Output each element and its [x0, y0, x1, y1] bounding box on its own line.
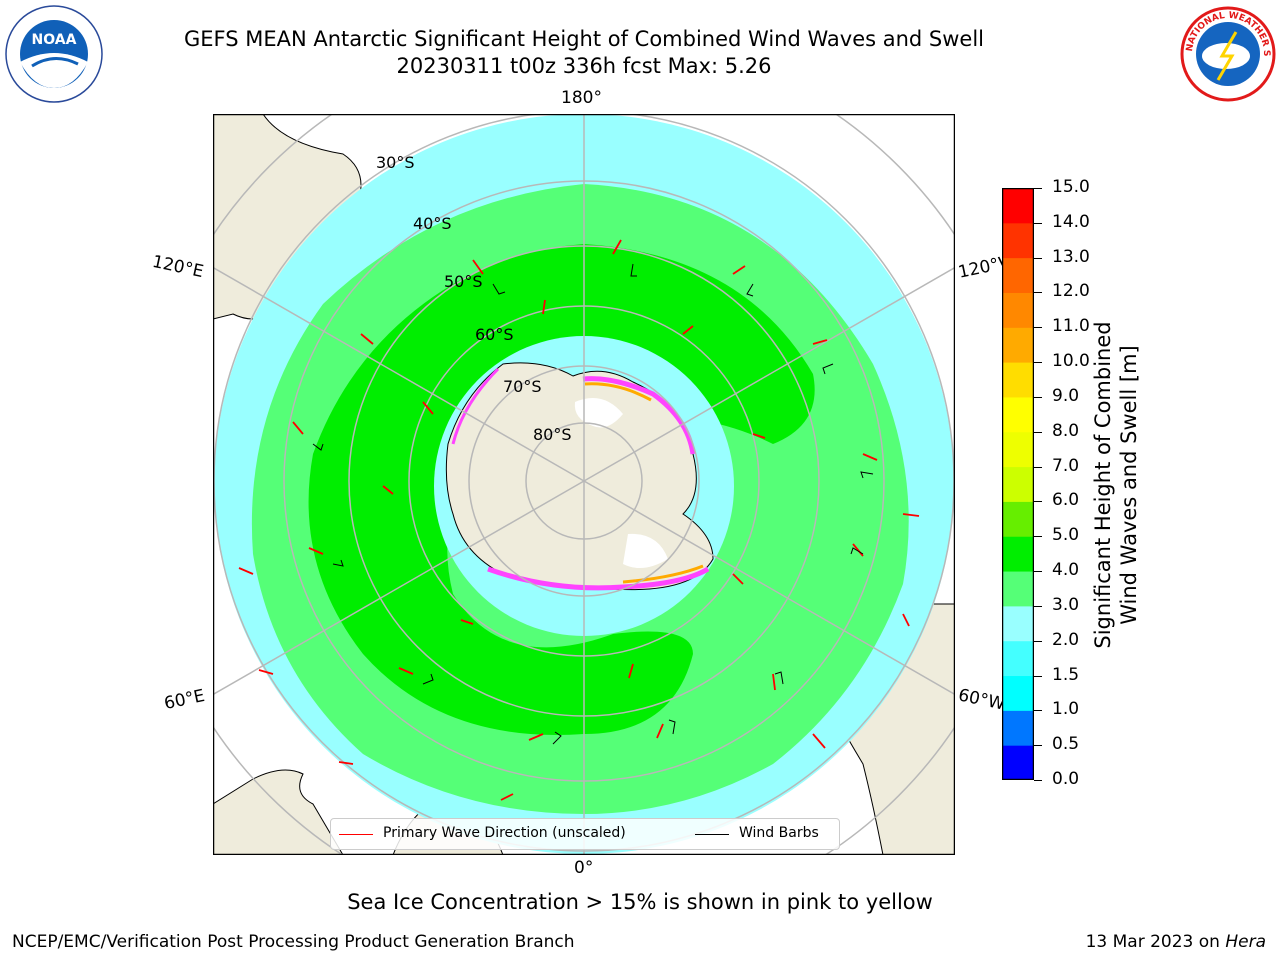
- legend-wave-swatch: [339, 834, 373, 835]
- colorbar-tick-mark: [1034, 257, 1042, 259]
- colorbar-tick-mark: [1034, 640, 1042, 642]
- colorbar-segment: [1002, 396, 1034, 433]
- chart-title: GEFS MEAN Antarctic Significant Height o…: [183, 27, 985, 51]
- colorbar-tick-label: 7.0: [1052, 455, 1080, 476]
- lat-label-30s: 30°S: [376, 153, 415, 172]
- map-legend: Primary Wave Direction (unscaled) Wind B…: [330, 818, 840, 850]
- wind-barbs: [312, 263, 874, 745]
- colorbar-tick-mark: [1034, 466, 1042, 468]
- svg-text:NOAA: NOAA: [32, 32, 77, 48]
- lon-label-60w: 60°W: [956, 685, 1007, 715]
- colorbar-label-line1: Significant Height of Combined: [1091, 321, 1115, 649]
- colorbar-tick-label: 9.0: [1052, 385, 1080, 406]
- legend-barb-swatch: [695, 834, 729, 835]
- colorbar-tick-label: 10.0: [1052, 351, 1090, 372]
- colorbar-tick-mark: [1034, 571, 1042, 573]
- colorbar-segment: [1002, 188, 1034, 224]
- sea-ice-ross-inner: [584, 382, 652, 402]
- polar-map: 30°S 40°S 50°S 60°S 70°S 80°S: [213, 114, 955, 855]
- colorbar-tick-mark: [1034, 188, 1042, 189]
- colorbar-label: Significant Height of Combined Wind Wave…: [1090, 245, 1142, 725]
- colorbar-tick-mark: [1034, 710, 1042, 712]
- lat-label-70s: 70°S: [503, 377, 542, 396]
- colorbar-segment: [1002, 222, 1034, 259]
- lat-label-50s: 50°S: [444, 272, 483, 291]
- colorbar-segment: [1002, 257, 1034, 293]
- colorbar-tick-mark: [1034, 396, 1042, 398]
- colorbar-tick-mark: [1034, 327, 1042, 329]
- colorbar-tick-label: 4.0: [1052, 560, 1080, 581]
- colorbar-tick-label: 0.5: [1052, 734, 1080, 755]
- nws-logo: NATIONAL WEATHER SERVICE: [1178, 4, 1276, 102]
- wave-direction-arrows: [238, 239, 920, 801]
- colorbar-tick-label: 12.0: [1052, 281, 1090, 302]
- lon-label-0: 0°: [574, 858, 594, 878]
- colorbar-tick-label: 13.0: [1052, 246, 1090, 267]
- colorbar-tick-mark: [1034, 536, 1042, 538]
- colorbar-border: [1002, 188, 1034, 780]
- colorbar-tick-label: 1.0: [1052, 699, 1080, 720]
- sea-ice-footnote: Sea Ice Concentration > 15% is shown in …: [347, 890, 933, 914]
- lon-label-60e: 60°E: [162, 685, 207, 715]
- ross-ice-shelf: [574, 398, 623, 428]
- colorbar: [1002, 188, 1034, 780]
- colorbar-tick-mark: [1034, 780, 1042, 781]
- colorbar-tick-mark: [1034, 745, 1042, 747]
- lon-label-180: 180°: [561, 88, 602, 108]
- colorbar-tick-label: 14.0: [1052, 211, 1090, 232]
- africa-land: [213, 769, 344, 855]
- noaa-logo: NOAA: [5, 5, 103, 103]
- date-text: 13 Mar 2023 on Hera: [1086, 932, 1266, 952]
- sea-ice-weddell-inner: [622, 564, 704, 584]
- colorbar-segment: [1002, 571, 1034, 607]
- lon-label-120e: 120°E: [150, 251, 206, 283]
- colorbar-tick-label: 3.0: [1052, 594, 1080, 615]
- weddell-ice-shelf: [623, 533, 668, 568]
- wave-band-4-5: [308, 244, 815, 735]
- colorbar-tick-label: 0.0: [1052, 769, 1080, 789]
- colorbar-segment: [1002, 292, 1034, 328]
- sea-ice-east: [451, 367, 500, 445]
- colorbar-segment: [1002, 745, 1034, 780]
- colorbar-tick-mark: [1034, 292, 1042, 294]
- colorbar-segment: [1002, 536, 1034, 572]
- colorbar-tick-mark: [1034, 501, 1042, 503]
- legend-barb-label: Wind Barbs: [739, 825, 819, 841]
- colorbar-segment: [1002, 501, 1034, 537]
- chart-subtitle: 20230311 t00z 336h fcst Max: 5.26: [396, 54, 772, 78]
- colorbar-segment: [1002, 466, 1034, 502]
- colorbar-tick-mark: [1034, 675, 1042, 677]
- colorbar-segment: [1002, 362, 1034, 398]
- colorbar-tick-label: 1.5: [1052, 664, 1080, 685]
- colorbar-tick-label: 6.0: [1052, 490, 1080, 511]
- colorbar-segment: [1002, 327, 1034, 363]
- lat-label-40s: 40°S: [413, 214, 452, 233]
- colorbar-tick-mark: [1034, 431, 1042, 433]
- credit-text: NCEP/EMC/Verification Post Processing Pr…: [12, 932, 575, 952]
- colorbar-segment: [1002, 675, 1034, 711]
- colorbar-tick-label: 5.0: [1052, 525, 1080, 546]
- colorbar-segment: [1002, 710, 1034, 746]
- lat-label-60s: 60°S: [475, 325, 514, 344]
- colorbar-label-line2: Wind Waves and Swell [m]: [1117, 345, 1141, 625]
- colorbar-tick-label: 8.0: [1052, 420, 1080, 441]
- colorbar-tick-mark: [1034, 222, 1042, 224]
- colorbar-tick-label: 2.0: [1052, 629, 1080, 650]
- legend-wave-label: Primary Wave Direction (unscaled): [383, 825, 626, 841]
- colorbar-tick-label: 11.0: [1052, 316, 1090, 337]
- colorbar-tick-mark: [1034, 362, 1042, 364]
- colorbar-tick-mark: [1034, 605, 1042, 607]
- colorbar-segment: [1002, 431, 1034, 468]
- date-host: Hera: [1225, 932, 1266, 952]
- lat-label-80s: 80°S: [533, 425, 572, 444]
- date-prefix: 13 Mar 2023 on: [1085, 932, 1226, 952]
- colorbar-segment: [1002, 640, 1034, 677]
- colorbar-segment: [1002, 605, 1034, 642]
- sea-ice-ross: [582, 376, 696, 455]
- colorbar-tick-label: 15.0: [1052, 177, 1090, 197]
